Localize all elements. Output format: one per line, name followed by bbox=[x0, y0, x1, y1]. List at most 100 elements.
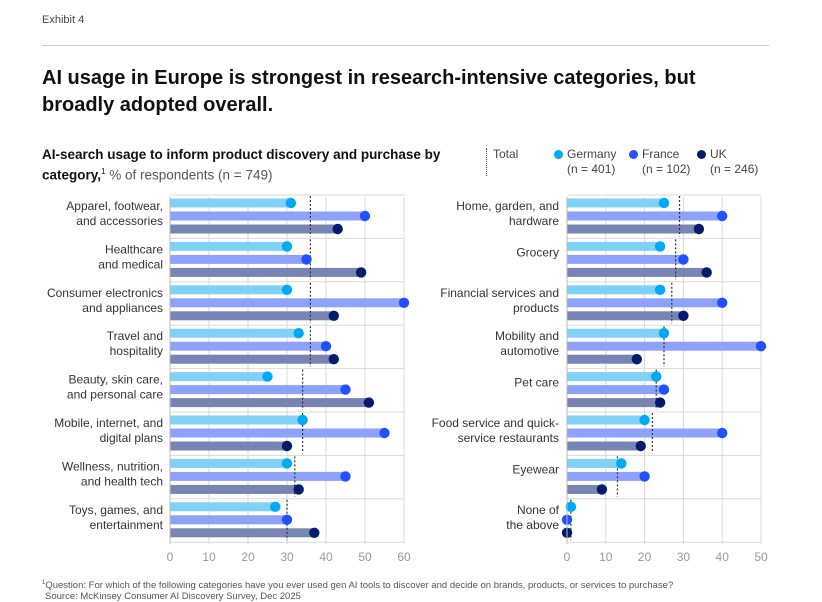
right-dot-france bbox=[678, 254, 689, 265]
right-bar-uk bbox=[567, 354, 637, 364]
left-x-tick-label: 40 bbox=[319, 550, 333, 564]
right-bar-france bbox=[567, 385, 664, 395]
right-dot-france bbox=[639, 471, 650, 482]
left-bar-france bbox=[170, 428, 385, 438]
left-bar-france bbox=[170, 471, 346, 481]
legend-item-total: Total bbox=[493, 147, 518, 162]
right-dot-france bbox=[717, 427, 728, 439]
left-bar-germany bbox=[170, 372, 268, 382]
left-dot-germany bbox=[281, 284, 293, 295]
right-dot-germany bbox=[616, 458, 627, 469]
right-dot-france bbox=[717, 297, 728, 308]
left-dot-france bbox=[281, 514, 293, 525]
right-bar-france bbox=[567, 211, 723, 221]
left-x-tick-label: 0 bbox=[167, 550, 174, 564]
legend-france-n: (n = 102) bbox=[642, 162, 691, 176]
left-category-label: Consumer electronics and appliances bbox=[47, 286, 163, 315]
right-bar-germany bbox=[567, 241, 661, 251]
left-dot-uk bbox=[332, 223, 343, 235]
left-dot-uk bbox=[328, 354, 339, 365]
subtitle-bold: AI-search usage to inform product discov… bbox=[42, 147, 441, 183]
left-bar-uk bbox=[170, 354, 334, 364]
right-category-label: None of the above bbox=[506, 503, 559, 532]
left-category-label: Toys, games, and entertainment bbox=[69, 503, 164, 532]
left-x-tick-label: 20 bbox=[241, 550, 255, 564]
left-category-label: Beauty, skin care, and personal care bbox=[67, 373, 163, 402]
left-dot-france bbox=[301, 254, 312, 265]
left-dot-uk bbox=[309, 527, 320, 538]
left-category-label: Travel and hospitality bbox=[107, 329, 163, 358]
footnote-source: Source: McKinsey Consumer AI Discovery S… bbox=[45, 591, 301, 602]
left-bar-germany bbox=[170, 415, 303, 425]
right-dot-uk bbox=[654, 397, 666, 408]
left-bar-germany bbox=[170, 458, 287, 468]
right-x-tick-label: 10 bbox=[599, 550, 613, 564]
legend-uk-label: UK bbox=[710, 147, 727, 161]
right-category-label: Financial services and products bbox=[440, 286, 559, 315]
chart-headline: AI usage in Europe is strongest in resea… bbox=[42, 67, 696, 116]
right-dot-germany bbox=[565, 501, 577, 512]
footnote: 1Question: For which of the following ca… bbox=[42, 578, 673, 602]
left-dot-uk bbox=[281, 440, 293, 452]
right-bar-germany bbox=[567, 415, 645, 425]
right-dot-germany bbox=[651, 371, 662, 382]
left-bar-france bbox=[170, 515, 287, 525]
left-dot-germany bbox=[293, 328, 304, 339]
right-dot-uk bbox=[701, 267, 712, 278]
legend-france-dot-icon bbox=[629, 150, 638, 159]
right-dot-uk bbox=[635, 440, 646, 452]
left-bar-uk bbox=[170, 484, 299, 494]
left-bar-france bbox=[170, 211, 365, 221]
subtitle-footnote-marker: 1 bbox=[101, 167, 106, 176]
left-dot-germany bbox=[281, 458, 293, 469]
left-x-tick-label: 50 bbox=[358, 550, 372, 564]
right-dot-uk bbox=[596, 484, 608, 495]
right-category-label: Pet care bbox=[514, 376, 559, 390]
right-x-tick-label: 30 bbox=[677, 550, 691, 564]
right-bar-france bbox=[567, 298, 723, 308]
left-bar-germany bbox=[170, 241, 287, 251]
right-category-label: Grocery bbox=[516, 245, 559, 259]
left-bar-france bbox=[170, 254, 307, 264]
left-x-tick-label: 30 bbox=[280, 550, 294, 564]
right-dot-germany bbox=[654, 241, 666, 252]
left-bar-germany bbox=[170, 285, 287, 295]
left-dot-france bbox=[359, 210, 371, 222]
legend-item-france: France (n = 102) bbox=[629, 147, 690, 177]
right-category-label: Home, garden, and hardware bbox=[456, 199, 559, 228]
left-dot-germany bbox=[281, 241, 293, 252]
right-bar-uk bbox=[567, 311, 684, 321]
left-category-label: Wellness, nutrition, and health tech bbox=[62, 459, 163, 488]
left-dot-france bbox=[320, 341, 332, 352]
right-category-label: Food service and quick-service restauran… bbox=[432, 416, 559, 445]
right-x-tick-label: 20 bbox=[638, 550, 652, 564]
right-bar-uk bbox=[567, 267, 707, 277]
right-x-tick-label: 50 bbox=[754, 550, 768, 564]
right-bar-france bbox=[567, 254, 684, 264]
right-bar-germany bbox=[567, 285, 661, 295]
legend-uk-n: (n = 246) bbox=[710, 162, 759, 176]
right-dot-germany bbox=[654, 284, 666, 295]
right-bar-germany bbox=[567, 458, 622, 468]
right-dot-uk bbox=[678, 310, 689, 321]
legend-france-label: France bbox=[642, 147, 680, 161]
left-bar-uk bbox=[170, 224, 338, 234]
left-dot-france bbox=[340, 384, 351, 395]
left-bar-france bbox=[170, 298, 404, 308]
footnote-marker: 1 bbox=[42, 580, 46, 586]
legend-item-uk: UK (n = 246) bbox=[697, 147, 758, 177]
legend-uk-dot-icon bbox=[697, 150, 706, 159]
right-dot-france bbox=[717, 210, 728, 222]
left-dot-uk bbox=[355, 267, 367, 278]
right-bar-france bbox=[567, 471, 645, 481]
right-category-label: Mobility and automotive bbox=[495, 329, 559, 358]
left-category-label: Healthcare and medical bbox=[98, 242, 163, 271]
left-bar-germany bbox=[170, 502, 276, 512]
left-bar-france bbox=[170, 385, 346, 395]
right-bar-germany bbox=[567, 328, 664, 338]
left-bar-germany bbox=[170, 198, 291, 208]
left-bar-uk bbox=[170, 441, 287, 451]
right-dot-uk bbox=[693, 223, 705, 235]
left-dot-germany bbox=[297, 414, 308, 426]
left-dot-germany bbox=[262, 371, 273, 382]
